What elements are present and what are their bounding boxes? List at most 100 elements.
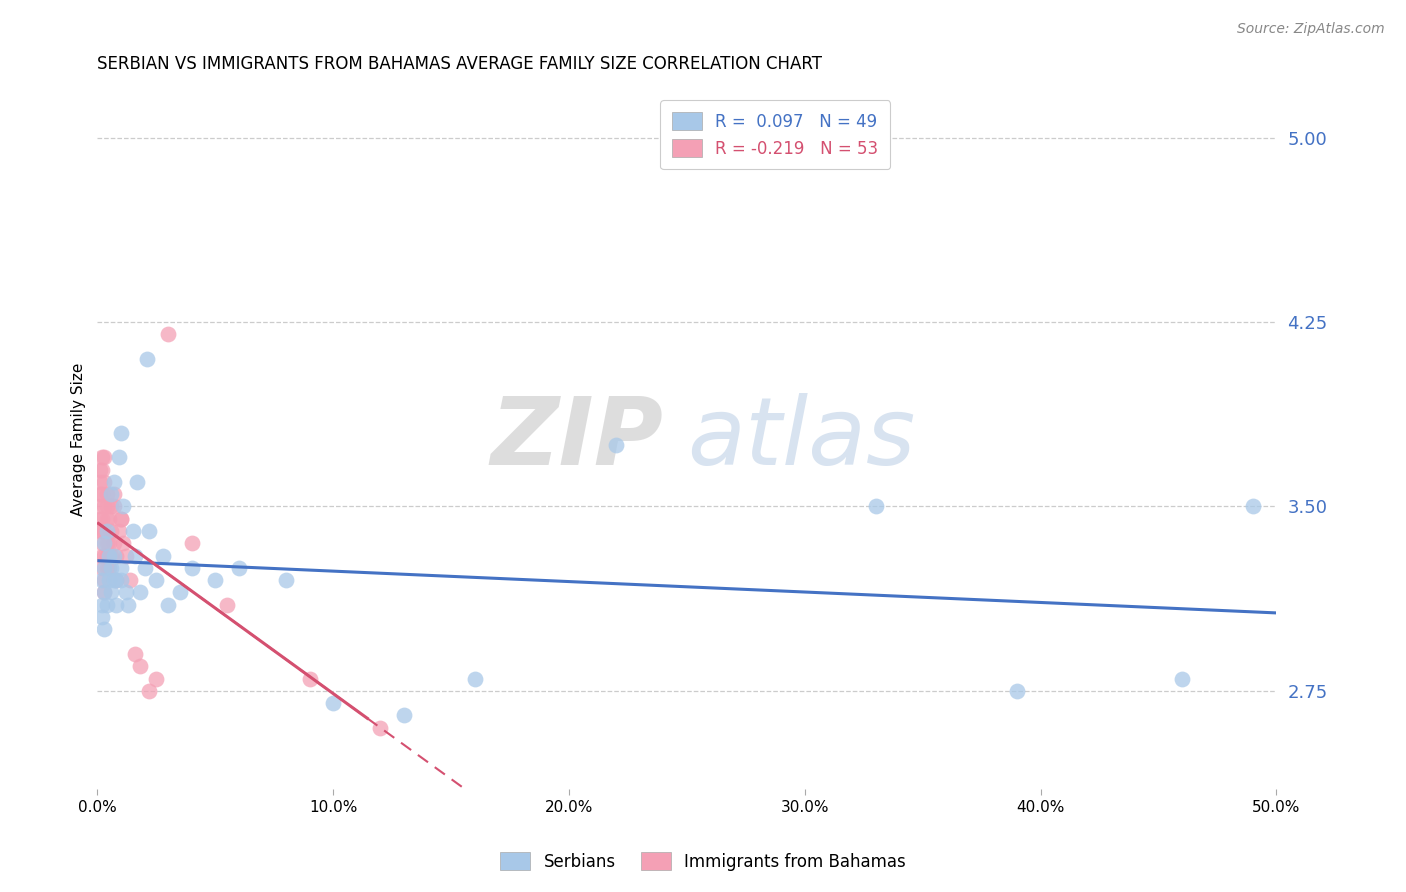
Point xyxy=(100,487,122,501)
Point xyxy=(93,524,115,538)
Point xyxy=(89,500,111,514)
Point xyxy=(91,598,114,612)
Point xyxy=(96,512,118,526)
Point xyxy=(103,549,125,563)
Point xyxy=(105,573,128,587)
Point xyxy=(91,536,114,550)
Point xyxy=(605,438,627,452)
Point xyxy=(112,500,135,514)
Point xyxy=(98,512,121,526)
Legend: Serbians, Immigrants from Bahamas: Serbians, Immigrants from Bahamas xyxy=(492,844,914,880)
Point xyxy=(215,598,238,612)
Point xyxy=(128,659,150,673)
Point xyxy=(91,512,114,526)
Point xyxy=(107,524,129,538)
Point xyxy=(103,475,125,489)
Point xyxy=(105,549,128,563)
Point xyxy=(96,536,118,550)
Point xyxy=(93,561,115,575)
Point xyxy=(96,524,118,538)
Point xyxy=(157,598,180,612)
Point xyxy=(121,524,143,538)
Point xyxy=(134,561,156,575)
Point xyxy=(89,475,111,489)
Point xyxy=(96,598,118,612)
Point xyxy=(127,475,149,489)
Point xyxy=(91,450,114,465)
Point xyxy=(93,623,115,637)
Point xyxy=(145,672,167,686)
Point xyxy=(89,487,111,501)
Point xyxy=(98,561,121,575)
Point xyxy=(1241,500,1264,514)
Point xyxy=(89,524,111,538)
Text: Source: ZipAtlas.com: Source: ZipAtlas.com xyxy=(1237,22,1385,37)
Point xyxy=(180,536,202,550)
Point xyxy=(93,450,115,465)
Point xyxy=(110,561,132,575)
Y-axis label: Average Family Size: Average Family Size xyxy=(72,362,86,516)
Point xyxy=(91,487,114,501)
Point xyxy=(114,549,136,563)
Point xyxy=(157,327,180,342)
Point xyxy=(135,351,157,366)
Point xyxy=(138,683,160,698)
Point xyxy=(117,598,139,612)
Point xyxy=(89,462,111,476)
Point xyxy=(100,524,122,538)
Point xyxy=(145,573,167,587)
Point xyxy=(93,573,115,587)
Point xyxy=(274,573,297,587)
Point xyxy=(298,672,321,686)
Point xyxy=(110,512,132,526)
Point xyxy=(1005,683,1028,698)
Point xyxy=(152,549,174,563)
Point xyxy=(103,500,125,514)
Point xyxy=(96,500,118,514)
Point xyxy=(110,425,132,440)
Point xyxy=(93,475,115,489)
Text: atlas: atlas xyxy=(688,393,915,484)
Point xyxy=(93,585,115,599)
Legend: R =  0.097   N = 49, R = -0.219   N = 53: R = 0.097 N = 49, R = -0.219 N = 53 xyxy=(661,101,890,169)
Point xyxy=(91,462,114,476)
Point xyxy=(93,549,115,563)
Point xyxy=(105,598,128,612)
Point xyxy=(120,573,142,587)
Point xyxy=(114,585,136,599)
Point xyxy=(1171,672,1194,686)
Point xyxy=(91,561,114,575)
Point xyxy=(464,672,486,686)
Point xyxy=(110,573,132,587)
Point xyxy=(98,573,121,587)
Point xyxy=(322,696,344,710)
Point xyxy=(103,487,125,501)
Point xyxy=(180,561,202,575)
Point xyxy=(91,549,114,563)
Point xyxy=(89,512,111,526)
Point xyxy=(100,500,122,514)
Point xyxy=(98,536,121,550)
Text: SERBIAN VS IMMIGRANTS FROM BAHAMAS AVERAGE FAMILY SIZE CORRELATION CHART: SERBIAN VS IMMIGRANTS FROM BAHAMAS AVERA… xyxy=(97,55,823,73)
Point xyxy=(128,585,150,599)
Point xyxy=(392,708,415,723)
Text: ZIP: ZIP xyxy=(491,392,664,485)
Point xyxy=(103,536,125,550)
Point xyxy=(93,585,115,599)
Point xyxy=(100,585,122,599)
Point xyxy=(103,573,125,587)
Point xyxy=(96,549,118,563)
Point xyxy=(204,573,226,587)
Point xyxy=(96,561,118,575)
Point xyxy=(107,450,129,465)
Point xyxy=(228,561,250,575)
Point xyxy=(91,573,114,587)
Point xyxy=(124,647,146,661)
Point xyxy=(368,721,391,735)
Point xyxy=(124,549,146,563)
Point xyxy=(93,536,115,550)
Point xyxy=(169,585,191,599)
Point xyxy=(98,549,121,563)
Point xyxy=(110,512,132,526)
Point xyxy=(91,524,114,538)
